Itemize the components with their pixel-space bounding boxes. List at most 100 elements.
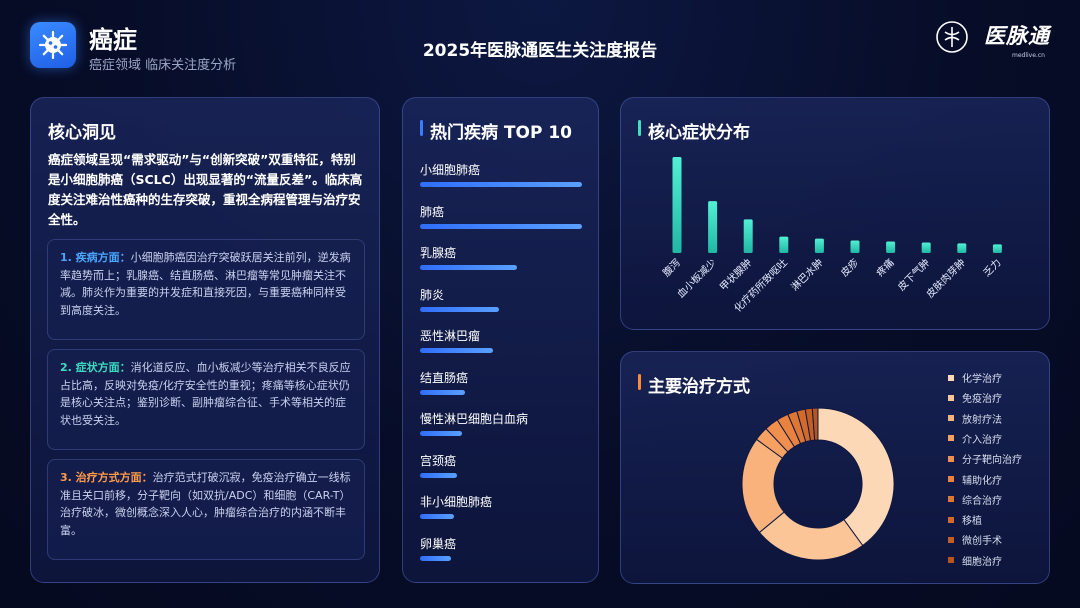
disease-name: 小细胞肺癌 <box>420 163 481 177</box>
brand-url: medlive.cn <box>1012 52 1045 59</box>
disease-bar <box>420 306 500 312</box>
symptom-bar <box>992 244 1002 253</box>
disease-bar <box>420 555 451 561</box>
disease-name: 肺癌 <box>420 204 445 219</box>
symptom-bar <box>743 219 753 253</box>
treatments-panel: 主要治疗方式 <box>620 351 1050 584</box>
legend-label: 免疫治疗 <box>962 394 1002 406</box>
disease-bar <box>420 514 455 519</box>
symptom-bar <box>850 240 860 253</box>
disease-bar <box>420 472 458 478</box>
legend-item: 放射疗法 <box>948 411 1002 426</box>
title-accent-bar <box>420 120 423 136</box>
emblem-logo-icon <box>936 21 968 53</box>
insight-card-symptom: 2. 症状方面：消化道反应、血小板减少等治疗相关不良反应占比高，反映对免疫/化疗… <box>47 349 365 450</box>
legend-swatch <box>948 415 954 422</box>
legend-label: 综合治疗 <box>962 495 1002 507</box>
disease-name: 恶性淋巴瘤 <box>420 329 481 343</box>
symptom-label: 疼痛 <box>873 256 896 279</box>
insight-card-treatment: 3. 治疗方式方面：治疗范式打破沉寂，免疫治疗确立一线标准且关口前移，分子靶向（… <box>47 459 365 560</box>
legend-item: 移植 <box>948 512 982 527</box>
symptom-label: 腹泻 <box>660 256 683 279</box>
disease-name: 宫颈癌 <box>420 453 457 468</box>
disease-bar <box>420 389 466 395</box>
legend-label: 辅助化疗 <box>962 475 1002 487</box>
disease-bar <box>420 431 463 436</box>
legend-item: 辅助化疗 <box>948 472 1002 487</box>
symptom-label: 皮肤肉芽肿 <box>923 256 968 301</box>
legend-label: 微创手术 <box>962 536 1002 548</box>
insights-title: 核心洞见 <box>48 123 116 143</box>
symptom-bar <box>779 236 789 253</box>
treatments-title: 主要治疗方式 <box>648 377 750 397</box>
symptom-bar <box>886 241 896 253</box>
insights-panel: 核心洞见 癌症领域呈现“需求驱动”与“创新突破”双重特征，特别是小细胞肺癌（SC… <box>30 97 380 583</box>
donut-slice <box>811 407 819 441</box>
legend-item: 化学治疗 <box>948 370 1002 385</box>
symptom-label: 淋巴水肿 <box>788 256 825 293</box>
top10-panel: 热门疾病 TOP 10 小细胞肺癌肺癌乳腺癌肺炎恶性淋巴瘤结直肠癌慢性淋巴细胞白… <box>402 97 599 583</box>
legend-label: 化学治疗 <box>962 374 1002 385</box>
legend-swatch <box>948 536 954 543</box>
symptom-bar <box>921 242 931 253</box>
symptoms-panel: 核心症状分布 腹泻 血小板减少 甲状腺肿 化疗药所致呕吐 淋巴水肿 皮疹 疼痛 皮下气肿 皮肤肉… <box>620 97 1050 330</box>
legend-swatch <box>948 374 954 381</box>
legend-label: 细胞治疗 <box>962 556 1002 568</box>
legend-item: 细胞治疗 <box>948 553 1002 568</box>
treatment-donut-chart <box>741 407 895 561</box>
symptom-bar <box>957 243 967 253</box>
symptom-bar <box>708 201 718 253</box>
disease-name: 慢性淋巴细胞白血病 <box>420 412 529 426</box>
legend-label: 移植 <box>962 516 982 528</box>
insight-text: 消化道反应、血小板减少等治疗相关不良反应占比高，反映对免疫/化疗安全性的重视；疼… <box>60 361 351 427</box>
insight-text: 治疗范式打破沉寂，免疫治疗确立一线标准且关口前移，分子靶向（如双抗/ADC）和细… <box>60 471 351 537</box>
legend-swatch <box>948 496 954 503</box>
insight-card-disease: 1. 疾病方面：小细胞肺癌因治疗突破跃居关注前列，逆发病率趋势而上；乳腺癌、结直… <box>47 239 365 340</box>
disease-name: 结直肠癌 <box>420 370 469 385</box>
title-accent-bar <box>638 374 641 390</box>
symptoms-title: 核心症状分布 <box>648 123 750 143</box>
symptom-label: 甲状腺肿 <box>717 256 754 293</box>
symptom-bar <box>672 157 682 253</box>
disease-name: 肺炎 <box>420 287 445 302</box>
legend-swatch <box>948 435 954 442</box>
insights-summary: 癌症领域呈现“需求驱动”与“创新突破”双重特征，特别是小细胞肺癌（SCLC）出现… <box>48 152 363 227</box>
symptom-label: 乏力 <box>980 256 1003 279</box>
disease-bar <box>420 182 582 187</box>
insight-label: 3. 治疗方式方面： <box>60 471 153 484</box>
legend-item: 免疫治疗 <box>948 390 1002 405</box>
donut-slice <box>817 407 895 547</box>
top10-title: 热门疾病 TOP 10 <box>430 123 573 143</box>
disease-bar <box>420 223 582 229</box>
page-title: 癌症 <box>89 26 137 54</box>
virus-icon <box>38 30 68 60</box>
brand-logo: 医脉通 <box>984 24 1050 48</box>
title-accent-bar <box>638 120 641 136</box>
legend-item: 分子靶向治疗 <box>948 451 1022 466</box>
page-subtitle: 癌症领域 临床关注度分析 <box>89 58 237 73</box>
legend-swatch <box>948 455 954 462</box>
symptom-label: 皮下气肿 <box>895 256 932 293</box>
symptom-label: 血小板减少 <box>674 256 719 301</box>
legend-item: 介入治疗 <box>948 431 1002 446</box>
legend-label: 放射疗法 <box>962 414 1002 426</box>
symptom-label: 皮疹 <box>838 256 861 279</box>
legend-swatch <box>948 516 954 523</box>
disease-bar <box>420 265 518 270</box>
insight-label: 1. 疾病方面： <box>60 251 131 264</box>
legend-item: 综合治疗 <box>948 492 1002 507</box>
disease-name: 卵巢癌 <box>420 536 457 551</box>
legend-item: 微创手术 <box>948 532 1002 547</box>
report-title: 2025年医脉通医生关注度报告 <box>422 41 658 61</box>
legend-swatch <box>948 557 954 564</box>
legend-swatch <box>948 394 954 401</box>
legend-label: 介入治疗 <box>962 434 1002 446</box>
disease-name: 乳腺癌 <box>420 246 457 260</box>
disease-bar <box>420 348 493 353</box>
insight-label: 2. 症状方面： <box>60 361 131 374</box>
symptom-bar <box>814 238 824 253</box>
legend-label: 分子靶向治疗 <box>962 455 1022 467</box>
disease-name: 非小细胞肺癌 <box>420 495 493 509</box>
app-icon <box>30 22 76 68</box>
